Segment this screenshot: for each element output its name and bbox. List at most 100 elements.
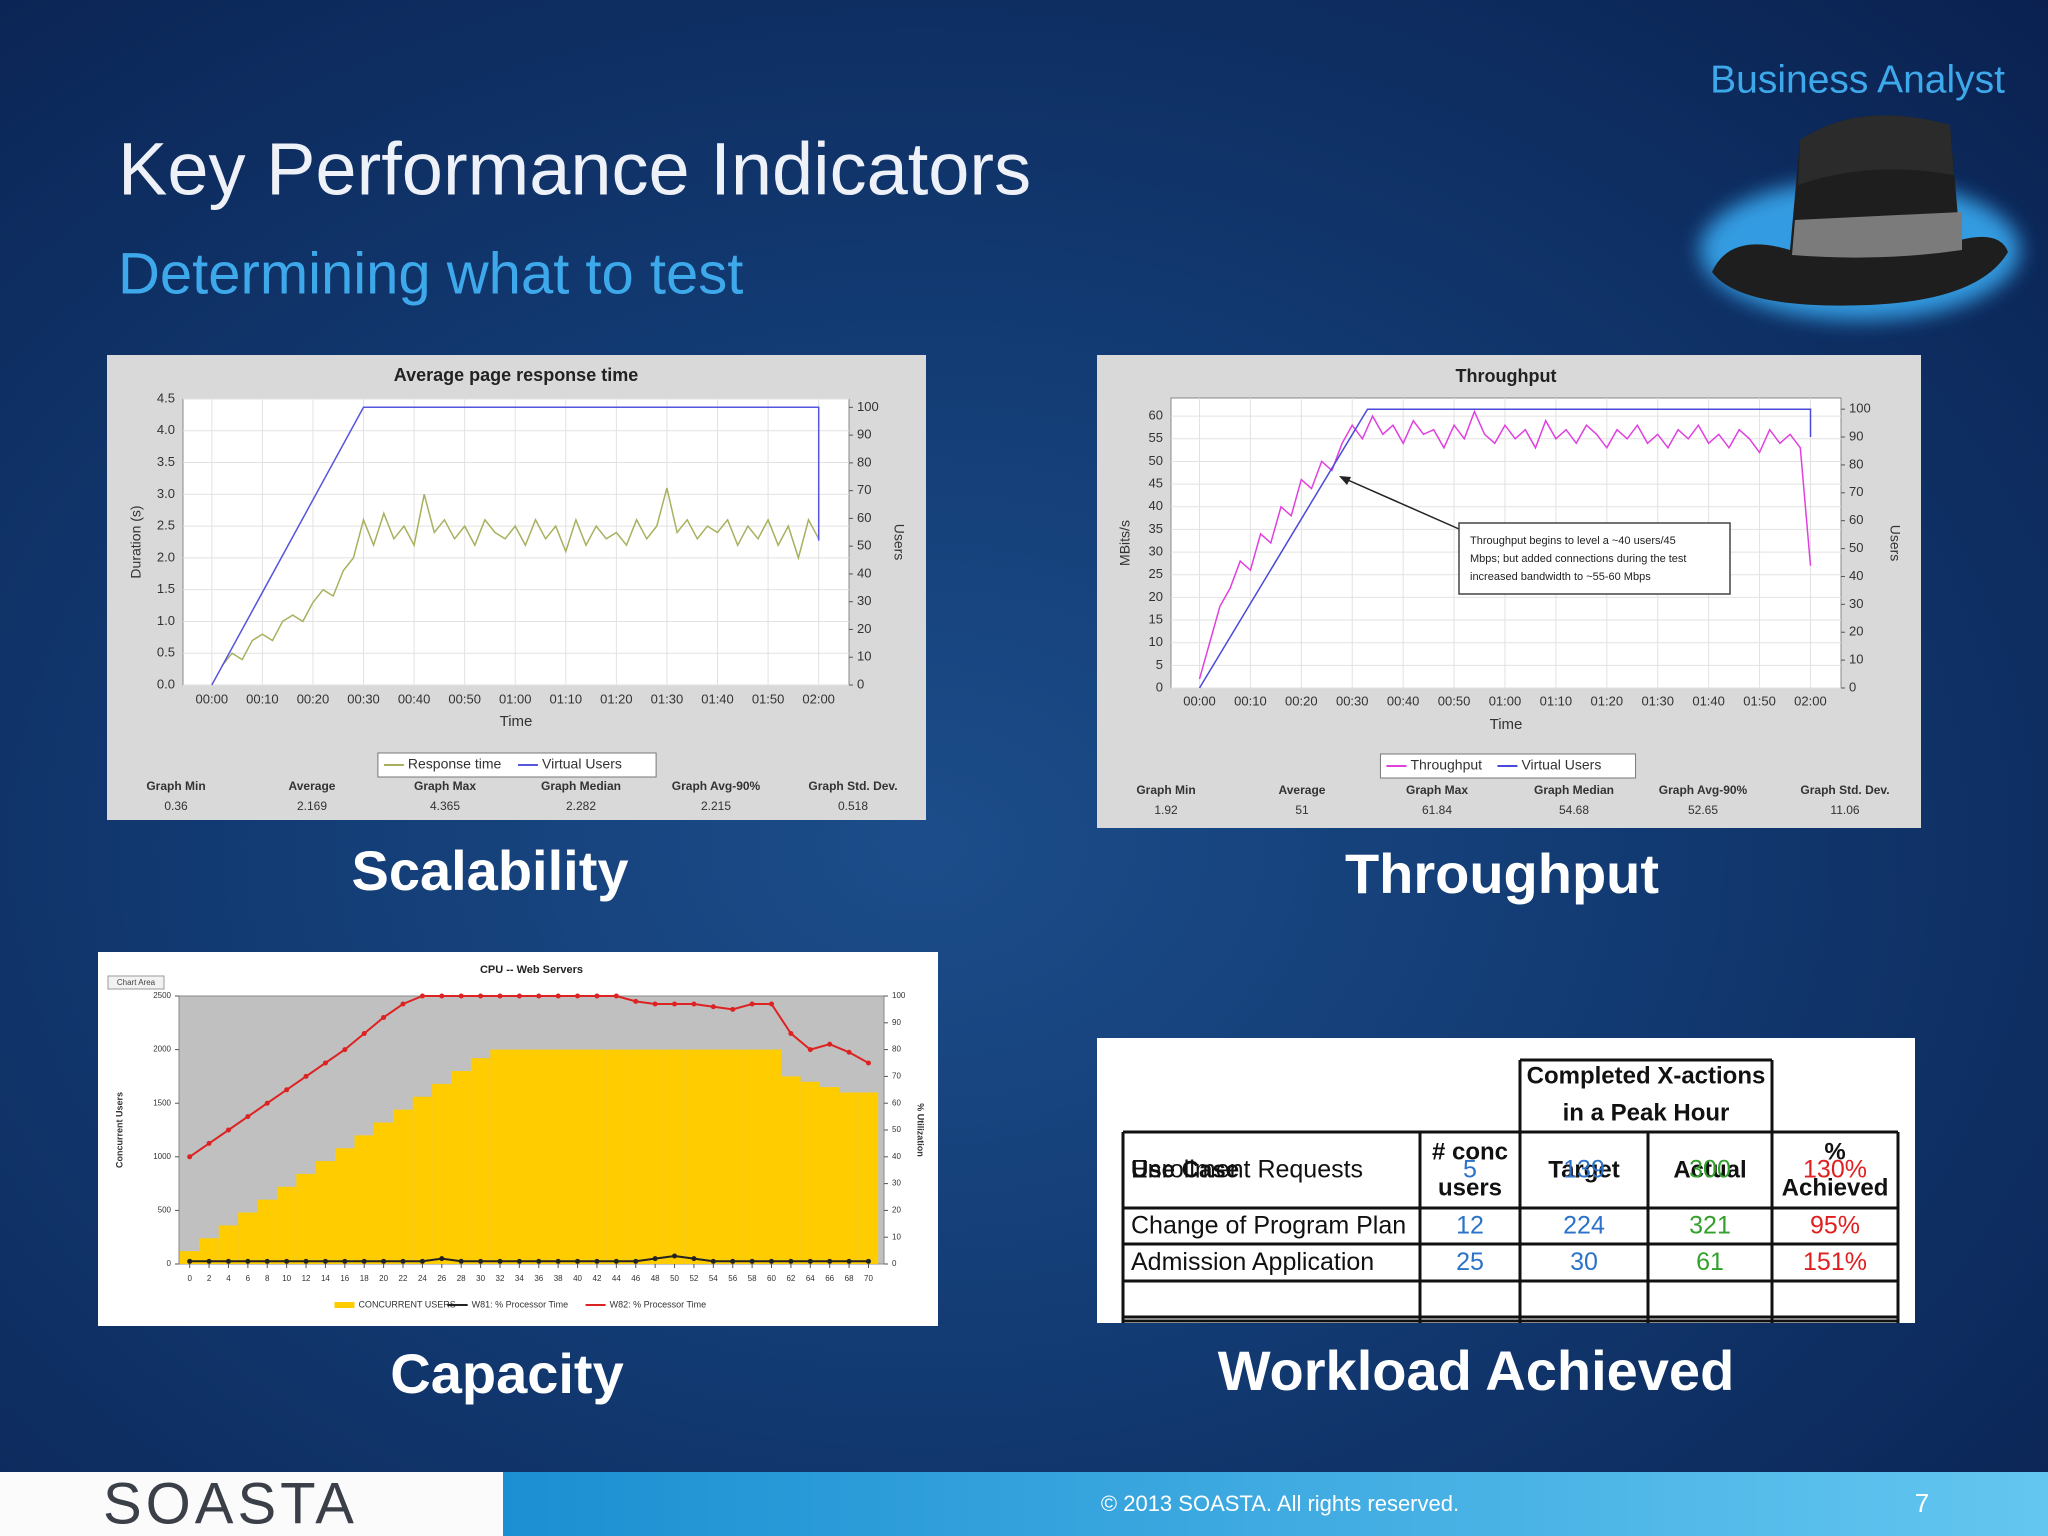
role: Business Analyst: [1710, 58, 2005, 101]
x-axis-label: Time: [1490, 716, 1523, 733]
x-tick-label: 52: [689, 1274, 698, 1283]
bar: [276, 1186, 297, 1264]
series-marker: [613, 1258, 619, 1264]
y-tick-label: 0.5: [157, 645, 175, 660]
series-marker: [322, 1258, 328, 1264]
series-marker: [730, 1258, 736, 1264]
legend-box: [377, 752, 657, 778]
series-marker: [322, 1060, 328, 1066]
x-tick-label: 01:10: [1540, 693, 1573, 708]
stat-label: Graph Max: [1406, 783, 1468, 797]
y-tick-label: 1.5: [157, 581, 175, 596]
chart-title: Throughput: [1456, 366, 1557, 386]
x-tick-label: 4: [226, 1274, 231, 1283]
series-marker: [264, 1100, 270, 1106]
bar: [664, 1049, 685, 1264]
y-tick-label: 10: [1149, 634, 1163, 649]
bar: [238, 1212, 258, 1264]
footer-bar: [503, 1472, 2048, 1536]
y2-tick-label: 80: [1849, 456, 1863, 471]
y2-tick-label: 20: [892, 1206, 901, 1215]
x-tick-label: 58: [748, 1274, 757, 1283]
series-marker: [749, 1258, 755, 1264]
y2-tick-label: 20: [857, 621, 871, 636]
caption: Scalability: [351, 839, 628, 902]
x-tick-label: 00:40: [1387, 693, 1420, 708]
table-cell: Admission Application: [1131, 1248, 1374, 1276]
y2-tick-label: 0: [892, 1259, 897, 1268]
series-marker: [303, 1073, 309, 1079]
x-tick-label: 44: [612, 1274, 621, 1283]
bar: [723, 1049, 743, 1264]
series-line: [189, 1254, 869, 1263]
bar: [432, 1083, 452, 1264]
x-tick-label: 02:00: [802, 691, 835, 706]
x-tick-label: 68: [845, 1274, 854, 1283]
x-tick-label: 02:00: [1794, 693, 1827, 708]
bar: [684, 1049, 704, 1264]
series-marker: [478, 1258, 484, 1264]
caption: Capacity: [390, 1342, 623, 1405]
y-tick-label: 2.0: [157, 549, 175, 564]
series-line: [211, 406, 820, 686]
bar: [412, 1096, 433, 1264]
stat-label: Graph Median: [541, 779, 621, 793]
y2-tick-label: 40: [857, 565, 871, 580]
y-tick-label: 1000: [153, 1152, 171, 1161]
table-cell: 139: [1563, 1156, 1605, 1184]
bar: [470, 1058, 491, 1264]
x-tick-label: 64: [806, 1274, 815, 1283]
series-marker: [827, 1041, 833, 1047]
x-tick-label: 01:00: [499, 691, 532, 706]
page-number: 7: [1915, 1488, 1929, 1518]
y-axis-label: Duration (s): [128, 505, 144, 578]
series-marker: [187, 1258, 193, 1264]
y-tick-label: 0: [167, 1259, 172, 1268]
y2-tick-label: 30: [857, 593, 871, 608]
x-tick-label: 50: [670, 1274, 679, 1283]
y-tick-label: 15: [1149, 611, 1163, 626]
series-marker: [439, 993, 445, 999]
stat-label: Graph Min: [146, 779, 205, 793]
series-marker: [613, 993, 619, 999]
x-tick-label: 0: [187, 1274, 192, 1283]
stat-value: 11.06: [1830, 803, 1859, 817]
series-marker: [225, 1127, 231, 1133]
x-tick-label: 16: [340, 1274, 349, 1283]
group-header: Completed X-actions: [1527, 1062, 1766, 1089]
y-tick-label: 55: [1149, 430, 1163, 445]
y2-tick-label: 30: [892, 1179, 901, 1188]
table-background: [1097, 1038, 1915, 1323]
stat-value: 0.36: [164, 799, 188, 813]
y2-tick-label: 40: [1849, 568, 1863, 583]
x-tick-label: 00:30: [347, 691, 380, 706]
x-tick-label: 20: [379, 1274, 388, 1283]
bar: [819, 1087, 840, 1264]
y2-axis-label: % Utilization: [916, 1103, 926, 1157]
series-marker: [652, 1001, 658, 1007]
y2-tick-label: 10: [1849, 652, 1863, 667]
series-marker: [652, 1256, 658, 1262]
y2-axis-label: Users: [1887, 525, 1903, 562]
table-cell: 130%: [1803, 1156, 1867, 1184]
series-marker: [245, 1114, 251, 1120]
x-tick-label: 00:10: [246, 691, 279, 706]
y2-tick-label: 90: [857, 427, 871, 442]
legend-label: W81: % Processor Time: [472, 1299, 569, 1309]
y-tick-label: 4.0: [157, 422, 175, 437]
legend-label: Virtual Users: [542, 756, 622, 772]
x-tick-label: 01:10: [550, 691, 583, 706]
bar: [587, 1049, 607, 1264]
annotation-text: Mbps; but added connections during the t…: [1470, 553, 1686, 565]
series-marker: [497, 1258, 503, 1264]
column-header: Use Case: [1131, 1156, 1239, 1183]
legend-label: W82: % Processor Time: [610, 1299, 707, 1309]
y-tick-label: 5: [1156, 657, 1163, 672]
series-marker: [419, 993, 425, 999]
y-tick-label: 500: [158, 1206, 172, 1215]
y2-tick-label: 90: [1849, 428, 1863, 443]
x-tick-label: 70: [864, 1274, 873, 1283]
y2-tick-label: 100: [892, 991, 906, 1000]
series-marker: [575, 1258, 581, 1264]
stat-value: 61.84: [1422, 803, 1452, 817]
